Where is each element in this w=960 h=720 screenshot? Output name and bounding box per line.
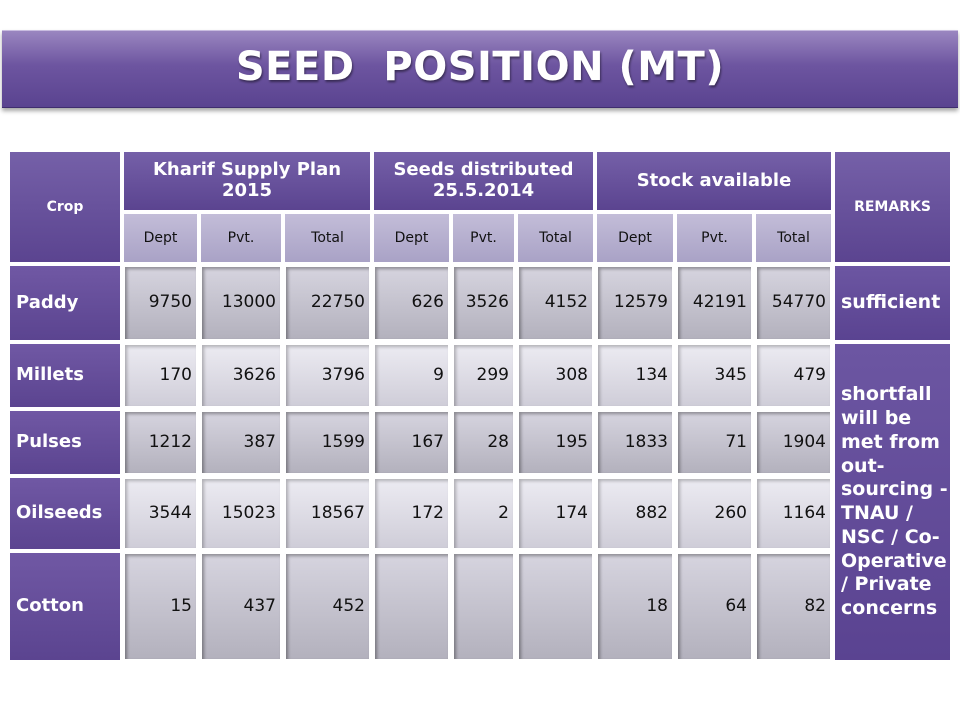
table-cell: 3544 [122, 476, 199, 551]
table-cell: 1904 [754, 409, 833, 476]
table-cell: 15023 [199, 476, 283, 551]
table-cell: 1599 [283, 409, 372, 476]
remarks-shortfall: shortfall will be met from out-sourcing … [833, 342, 952, 662]
sub-header-distributed-total: Total [516, 212, 595, 264]
sub-header-distributed-dept: Dept [372, 212, 451, 264]
table-cell: 170 [122, 342, 199, 409]
table-cell: 22750 [283, 264, 372, 342]
sub-header-stock-dept: Dept [595, 212, 675, 264]
crop-label-cotton: Cotton [8, 551, 122, 662]
stock-available-header: Stock available [595, 150, 833, 212]
table-cell: 452 [283, 551, 372, 662]
crop-label-millets: Millets [8, 342, 122, 409]
crop-label-paddy: Paddy [8, 264, 122, 342]
remarks-header: REMARKS [833, 150, 952, 264]
table-cell: 195 [516, 409, 595, 476]
seeds-distributed-header: Seeds distributed 25.5.2014 [372, 150, 595, 212]
crop-header: Crop [8, 150, 122, 264]
table-cell [372, 551, 451, 662]
table-cell: 437 [199, 551, 283, 662]
table-cell: 260 [675, 476, 754, 551]
table-cell: 172 [372, 476, 451, 551]
table-cell: 12579 [595, 264, 675, 342]
page-title: SEED POSITION (MT) [235, 44, 725, 90]
table-cell: 2 [451, 476, 516, 551]
table-cell: 42191 [675, 264, 754, 342]
table-cell: 28 [451, 409, 516, 476]
table-cell: 882 [595, 476, 675, 551]
table-cell: 174 [516, 476, 595, 551]
remarks-paddy: sufficient [833, 264, 952, 342]
seed-position-table: Crop Kharif Supply Plan 2015 Seeds distr… [8, 150, 952, 662]
table-cell: 54770 [754, 264, 833, 342]
table-cell: 15 [122, 551, 199, 662]
sub-header-stock-total: Total [754, 212, 833, 264]
table-cell: 1833 [595, 409, 675, 476]
table-cell: 82 [754, 551, 833, 662]
sub-header-distributed-pvt: Pvt. [451, 212, 516, 264]
table-cell [451, 551, 516, 662]
crop-label-pulses: Pulses [8, 409, 122, 476]
table-cell: 299 [451, 342, 516, 409]
sub-header-stock-pvt: Pvt. [675, 212, 754, 264]
sub-header-kharif-dept: Dept [122, 212, 199, 264]
table-cell: 134 [595, 342, 675, 409]
table-cell: 64 [675, 551, 754, 662]
table-cell: 479 [754, 342, 833, 409]
table-cell: 387 [199, 409, 283, 476]
table-cell: 345 [675, 342, 754, 409]
table-cell: 18 [595, 551, 675, 662]
table-cell: 308 [516, 342, 595, 409]
table-cell: 626 [372, 264, 451, 342]
table-cell: 167 [372, 409, 451, 476]
crop-label-oilseeds: Oilseeds [8, 476, 122, 551]
table-cell: 3796 [283, 342, 372, 409]
sub-header-kharif-total: Total [283, 212, 372, 264]
table-cell: 71 [675, 409, 754, 476]
table-cell: 13000 [199, 264, 283, 342]
table-cell: 3526 [451, 264, 516, 342]
table-cell [516, 551, 595, 662]
sub-header-kharif-pvt: Pvt. [199, 212, 283, 264]
table-cell: 1164 [754, 476, 833, 551]
table-cell: 4152 [516, 264, 595, 342]
kharif-supply-header: Kharif Supply Plan 2015 [122, 150, 372, 212]
table-cell: 18567 [283, 476, 372, 551]
title-banner: SEED POSITION (MT) [2, 30, 958, 108]
table-cell: 3626 [199, 342, 283, 409]
table-cell: 9750 [122, 264, 199, 342]
table-cell: 1212 [122, 409, 199, 476]
table-cell: 9 [372, 342, 451, 409]
